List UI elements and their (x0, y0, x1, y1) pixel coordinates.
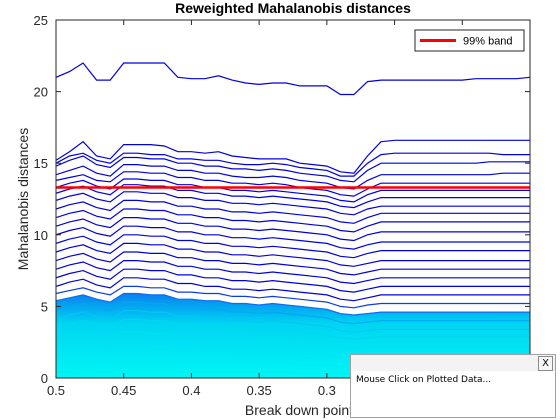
legend: 99% band (414, 29, 525, 52)
distance-series-line[interactable] (56, 164, 530, 190)
distance-series-line[interactable] (56, 285, 530, 309)
y-tick-label: 25 (34, 13, 48, 28)
distance-series-line[interactable] (56, 62, 530, 96)
distance-series-line[interactable] (56, 292, 530, 316)
data-click-popup: X Mouse Click on Plotted Data... (350, 354, 556, 418)
chart-title: Reweighted Mahalanobis distances (175, 0, 411, 16)
distance-series-line[interactable] (56, 234, 530, 259)
distance-series-line[interactable] (56, 152, 530, 177)
x-tick-label: 0.3 (318, 383, 336, 398)
y-tick-label: 15 (34, 156, 48, 171)
popup-message: Mouse Click on Plotted Data... (356, 375, 492, 385)
legend-label-99-band: 99% band (463, 36, 513, 48)
distance-series-line[interactable] (56, 191, 530, 216)
distance-series-line[interactable] (56, 331, 530, 349)
x-tick-label: 0.4 (182, 383, 200, 398)
y-axis-label: Mahalanobis distances (15, 128, 31, 270)
popup-close-button[interactable]: X (538, 356, 553, 371)
distance-series-line[interactable] (56, 310, 530, 333)
distance-series-line[interactable] (56, 242, 530, 267)
distance-series-line[interactable] (56, 184, 530, 209)
axes-box (55, 19, 531, 379)
distance-series-line[interactable] (56, 318, 530, 340)
distance-series-line[interactable] (56, 277, 530, 302)
distance-series-line[interactable] (56, 171, 530, 197)
distance-series-line[interactable] (56, 301, 530, 325)
legend-box (414, 29, 525, 52)
x-tick-label: 0.5 (47, 383, 65, 398)
y-axis-ticks: 0 5 10 15 20 25 (34, 13, 530, 386)
distance-series-line[interactable] (56, 155, 530, 183)
distance-series-line[interactable] (56, 208, 530, 233)
distance-series-line[interactable] (56, 225, 530, 250)
distance-series-line[interactable] (56, 217, 530, 242)
y-tick-label: 10 (34, 228, 48, 243)
x-axis-label: Break down point (245, 402, 353, 418)
distance-series-line[interactable] (56, 260, 530, 285)
y-tick-label: 0 (41, 371, 48, 386)
x-tick-label: 0.35 (246, 383, 271, 398)
distance-series-line[interactable] (56, 251, 530, 276)
popup-titlebar: X (351, 355, 555, 371)
distance-series-line[interactable] (56, 199, 530, 224)
series-lines (56, 62, 530, 375)
y-tick-label: 20 (34, 85, 48, 100)
distance-series-line[interactable] (56, 268, 530, 293)
y-tick-label: 5 (41, 299, 48, 314)
distance-series-line[interactable] (56, 178, 530, 203)
x-tick-label: 0.45 (111, 383, 136, 398)
distance-series-line[interactable] (56, 139, 530, 174)
